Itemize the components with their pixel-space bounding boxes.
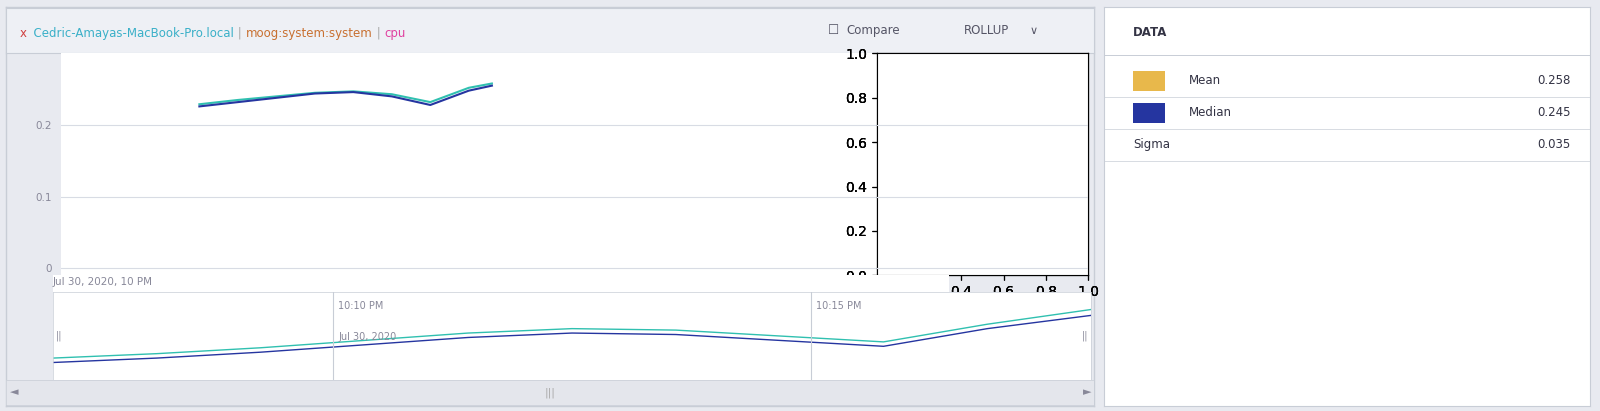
Text: |||: ||| [546,387,555,398]
Text: 10:15 PM: 10:15 PM [816,301,861,311]
Bar [1133,71,1165,90]
Text: 0.245: 0.245 [1538,106,1571,119]
Text: 0.035: 0.035 [1538,138,1571,151]
Text: Mean: Mean [1189,74,1221,87]
Bar [1133,103,1165,122]
Text: 10:10 PM: 10:10 PM [338,301,384,311]
Text: Compare: Compare [846,24,899,37]
Text: ||: || [56,331,62,341]
Text: x: x [19,27,27,39]
Text: ||: || [1082,331,1088,341]
Text: 0.258: 0.258 [1538,74,1571,87]
Text: Cedric-Amayas-MacBook-Pro.local: Cedric-Amayas-MacBook-Pro.local [27,27,234,39]
Text: DATA: DATA [1133,26,1168,39]
Text: ☐: ☐ [827,24,838,37]
Text: ∨: ∨ [1029,26,1037,36]
Text: Sigma: Sigma [1133,138,1170,151]
Text: moog:system:system: moog:system:system [246,27,373,39]
Text: Jul 30, 2020, 10 PM: Jul 30, 2020, 10 PM [53,277,154,287]
Text: |: | [234,27,246,39]
Text: Jul 30, 2020: Jul 30, 2020 [338,332,397,342]
Text: ROLLUP: ROLLUP [963,24,1010,37]
Text: ►: ► [1083,388,1091,397]
Text: |: | [373,27,384,39]
Text: Median: Median [1189,106,1232,119]
Text: ◄: ◄ [10,388,18,397]
Text: cpu: cpu [384,27,405,39]
